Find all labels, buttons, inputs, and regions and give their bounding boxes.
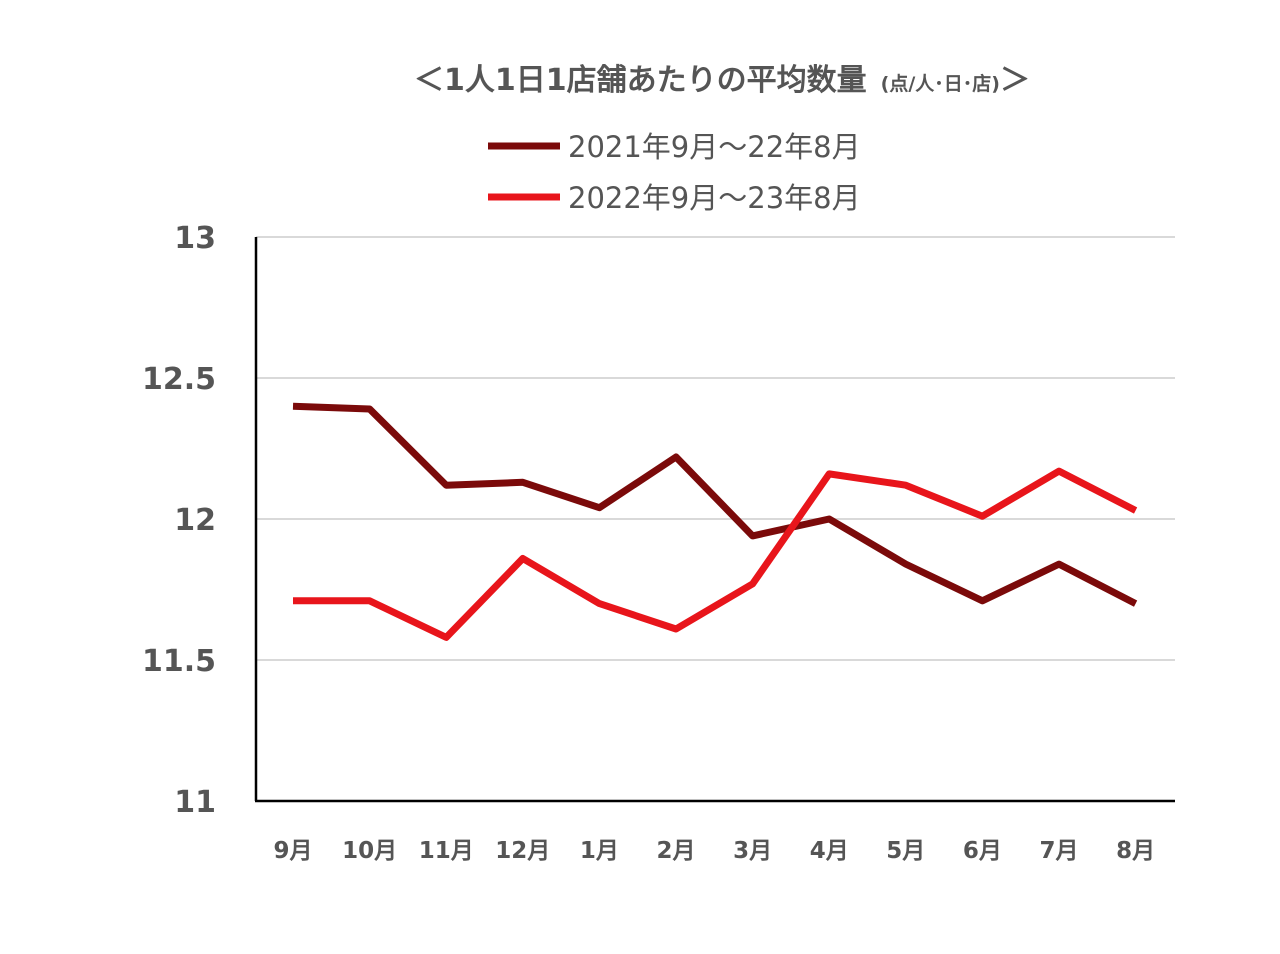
legend-label-series-2: 2022年9月～23年8月 [568, 181, 861, 215]
gridlines [256, 236, 1175, 661]
x-axis-ticks: 9月 10月 11月 12月 1月 2月 3月 4月 5月 6月 7月 8月 [273, 838, 1155, 864]
x-tick-label: 9月 [273, 838, 312, 864]
x-tick-label: 10月 [342, 838, 397, 864]
x-tick-label: 2月 [656, 838, 695, 864]
x-tick-label: 8月 [1116, 838, 1155, 864]
chart-title: ＜1人1日1店舗あたりの平均数量 (点/人･日･店)＞ [414, 63, 1030, 98]
y-tick-label: 13 [174, 221, 216, 256]
y-tick-label: 12 [174, 503, 216, 538]
x-tick-label: 12月 [495, 838, 550, 864]
chart-title-unit: (点/人･日･店) [881, 72, 1000, 95]
series-line-2 [293, 467, 1138, 641]
series-lines [292, 402, 1138, 641]
x-tick-label: 6月 [963, 838, 1002, 864]
x-tick-label: 4月 [810, 838, 849, 864]
chart-title-open: ＜ [414, 63, 444, 98]
chart-title-main: 1人1日1店舗あたりの平均数量 [444, 63, 867, 98]
y-tick-label: 12.5 [142, 362, 216, 397]
x-tick-label: 3月 [733, 838, 772, 864]
x-tick-label: 7月 [1039, 838, 1078, 864]
y-tick-label: 11 [174, 785, 216, 820]
y-tick-label: 11.5 [142, 644, 216, 679]
legend-label-series-1: 2021年9月～22年8月 [568, 130, 861, 164]
legend: 2021年9月～22年8月 2022年9月～23年8月 [488, 130, 861, 215]
chart-title-close: ＞ [1000, 63, 1030, 98]
x-tick-label: 1月 [580, 838, 619, 864]
series-line-1 [292, 402, 1138, 607]
x-tick-label: 11月 [419, 838, 474, 864]
x-tick-label: 5月 [886, 838, 925, 864]
y-axis-ticks: 11 11.5 12 12.5 13 [142, 221, 216, 820]
